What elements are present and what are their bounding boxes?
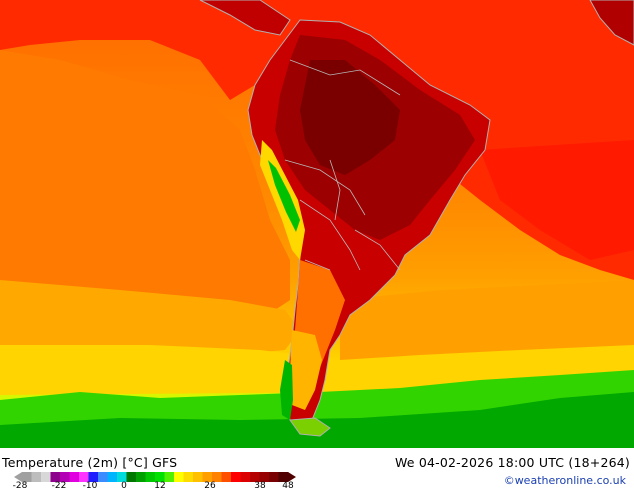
- color-scale-swatch: [278, 472, 289, 482]
- andes-green-strip: [268, 160, 300, 232]
- land-yellow-patagonia: [290, 330, 322, 410]
- color-scale-swatch: [202, 472, 213, 482]
- ocean-orange-west: [0, 50, 290, 330]
- color-scale-swatch: [231, 472, 241, 482]
- color-scale-swatch: [126, 472, 137, 482]
- land-green-andes-south: [280, 360, 293, 420]
- color-scale-swatch: [183, 472, 194, 482]
- color-scale-swatch: [259, 472, 270, 482]
- color-scale-swatch: [174, 472, 184, 482]
- temperature-map: [0, 0, 634, 448]
- color-scale-swatch: [145, 472, 156, 482]
- color-scale-swatch: [41, 472, 51, 482]
- country-borders: [284, 59, 401, 271]
- color-scale-swatch: [50, 472, 61, 482]
- color-scale-tick-label: 0: [121, 481, 127, 491]
- color-scale-swatch: [212, 472, 222, 482]
- color-scale-swatch: [250, 472, 260, 482]
- ocean-light-orange: [0, 280, 300, 360]
- color-scale-ticks: -28 -22 -10 0 12 26 38 48: [0, 481, 310, 491]
- color-scale-tick-label: 12: [154, 481, 166, 491]
- color-scale-swatch: [221, 472, 232, 482]
- color-scale-tick-label: -22: [51, 481, 67, 491]
- color-scale-swatch: [88, 472, 99, 482]
- ocean-hot-east: [480, 140, 634, 260]
- color-scale-swatch: [193, 472, 203, 482]
- central-america: [199, 0, 291, 36]
- color-scale-swatch: [269, 472, 279, 482]
- color-scale-tick-label: -28: [12, 481, 28, 491]
- ocean-hot-north: [0, 0, 634, 280]
- color-scale-swatch: [155, 472, 165, 482]
- color-scale-swatch: [60, 472, 70, 482]
- color-scale-max-arrow: [288, 472, 296, 482]
- color-scale-tick-label: 38: [254, 481, 266, 491]
- land-darkest-core: [300, 60, 400, 175]
- africa-edge: [589, 0, 634, 46]
- color-scale-bar: [14, 472, 296, 482]
- map-title: Temperature (2m) [°C] GFS: [2, 455, 178, 470]
- color-scale-swatch: [98, 472, 108, 482]
- color-scale-swatch: [240, 472, 251, 482]
- tierra-del-fuego: [289, 417, 331, 437]
- color-scale-swatch: [31, 472, 42, 482]
- color-scale-swatch: [22, 472, 32, 482]
- color-scale-tick-label: 26: [204, 481, 216, 491]
- forecast-datetime: We 04-02-2026 18:00 UTC (18+264): [394, 455, 630, 470]
- color-scale-min-arrow: [14, 472, 22, 482]
- color-scale-tick-label: -10: [82, 481, 98, 491]
- color-scale-swatch: [136, 472, 146, 482]
- color-scale-swatch: [79, 472, 89, 482]
- color-scale-swatch: [117, 472, 127, 482]
- color-scale-swatch: [164, 472, 175, 482]
- credit-link[interactable]: ©weatheronline.co.uk: [503, 474, 626, 487]
- color-scale-swatch: [107, 472, 118, 482]
- footer-bar: [0, 448, 634, 490]
- color-scale-tick-label: 48: [282, 481, 294, 491]
- color-scale-swatch: [69, 472, 80, 482]
- ocean-orange-southeast: [340, 280, 634, 360]
